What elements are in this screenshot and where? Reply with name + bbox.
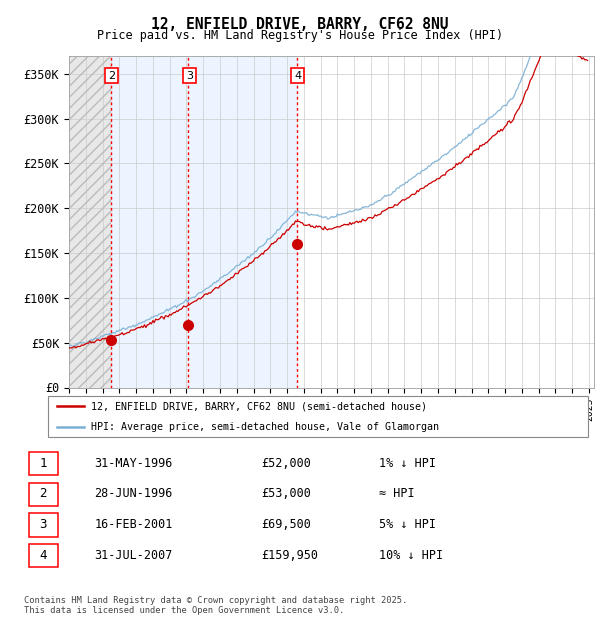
Bar <box>69 56 111 388</box>
Text: 12, ENFIELD DRIVE, BARRY, CF62 8NU (semi-detached house): 12, ENFIELD DRIVE, BARRY, CF62 8NU (semi… <box>91 401 427 412</box>
Text: 2: 2 <box>108 71 115 81</box>
Text: 5% ↓ HPI: 5% ↓ HPI <box>379 518 436 531</box>
Text: £53,000: £53,000 <box>261 487 311 500</box>
Text: 4: 4 <box>294 71 301 81</box>
Bar <box>69 56 111 388</box>
Text: 1: 1 <box>40 457 47 470</box>
Text: 16-FEB-2001: 16-FEB-2001 <box>95 518 173 531</box>
FancyBboxPatch shape <box>48 396 588 437</box>
Text: 31-MAY-1996: 31-MAY-1996 <box>95 457 173 470</box>
Text: 1% ↓ HPI: 1% ↓ HPI <box>379 457 436 470</box>
Text: 3: 3 <box>186 71 193 81</box>
Text: Price paid vs. HM Land Registry's House Price Index (HPI): Price paid vs. HM Land Registry's House … <box>97 30 503 42</box>
Text: £159,950: £159,950 <box>261 549 318 562</box>
Text: 12, ENFIELD DRIVE, BARRY, CF62 8NU: 12, ENFIELD DRIVE, BARRY, CF62 8NU <box>151 17 449 32</box>
Text: HPI: Average price, semi-detached house, Vale of Glamorgan: HPI: Average price, semi-detached house,… <box>91 422 439 432</box>
Text: 28-JUN-1996: 28-JUN-1996 <box>95 487 173 500</box>
Text: 31-JUL-2007: 31-JUL-2007 <box>95 549 173 562</box>
Text: 3: 3 <box>40 518 47 531</box>
Text: 10% ↓ HPI: 10% ↓ HPI <box>379 549 443 562</box>
Text: 4: 4 <box>40 549 47 562</box>
Bar <box>111 56 297 388</box>
Text: £52,000: £52,000 <box>261 457 311 470</box>
Text: Contains HM Land Registry data © Crown copyright and database right 2025.
This d: Contains HM Land Registry data © Crown c… <box>24 596 407 615</box>
Text: 2: 2 <box>40 487 47 500</box>
FancyBboxPatch shape <box>29 544 58 567</box>
Text: £69,500: £69,500 <box>261 518 311 531</box>
FancyBboxPatch shape <box>29 513 58 536</box>
FancyBboxPatch shape <box>29 482 58 506</box>
Text: ≈ HPI: ≈ HPI <box>379 487 415 500</box>
FancyBboxPatch shape <box>29 452 58 476</box>
